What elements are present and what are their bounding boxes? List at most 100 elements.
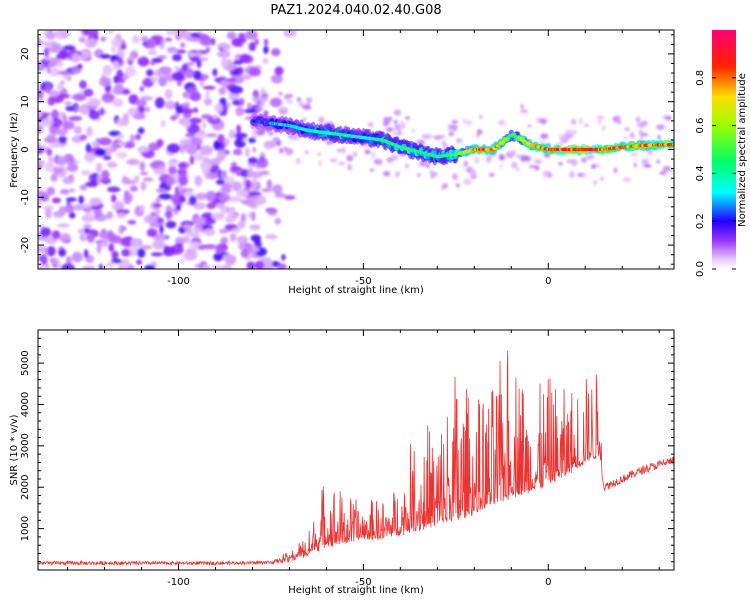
spectrogram-noise-blob: [569, 171, 575, 178]
spectrogram-noise-blob: [215, 179, 226, 186]
spectrogram-noise-blob: [298, 102, 306, 107]
spectrogram-noise-blob: [68, 116, 83, 121]
spectrogram-noise-blob: [462, 118, 467, 123]
spectrogram-noise-blob: [199, 56, 209, 62]
spectrogram-noise-blob: [71, 52, 81, 64]
spectrogram-noise-blob: [188, 117, 202, 124]
spectrogram-noise-blob: [451, 119, 459, 124]
spectrogram-noise-blob: [227, 58, 232, 68]
spectrogram-noise-blob: [184, 101, 190, 108]
spectrogram-noise-blob: [58, 49, 68, 60]
spectrogram-noise-blob: [48, 143, 59, 148]
x-tick-label: -50: [355, 276, 371, 287]
spectrogram-noise-blob: [260, 93, 269, 98]
spectrogram-noise-blob: [43, 247, 48, 256]
spectrogram-noise-blob: [659, 171, 667, 175]
spectrogram-noise-blob: [216, 50, 231, 58]
spectrogram-noise-blob: [125, 65, 137, 77]
spectrogram-noise-blob: [137, 127, 145, 134]
spectrogram-noise-blob: [371, 151, 376, 159]
spectrogram-noise-blob: [452, 173, 458, 181]
spectrogram-noise-blob: [226, 31, 237, 40]
spectrogram-noise-blob: [95, 148, 107, 157]
spectrogram-noise-blob: [178, 117, 190, 125]
spectrogram-ridge-band: [611, 149, 617, 153]
spectrogram-noise-blob: [49, 67, 60, 77]
colorbar-tick-label: 0.2: [695, 213, 706, 229]
spectrogram-noise-blob: [65, 105, 76, 112]
spectrogram-noise-blob: [441, 186, 446, 190]
spectrogram-noise-blob: [86, 105, 98, 110]
spectrogram-noise-blob: [511, 161, 518, 169]
spectrogram-noise-blob: [395, 171, 400, 178]
spectrogram-noise-blob: [656, 159, 661, 164]
spectrogram-noise-blob: [669, 168, 674, 174]
spectrogram-noise-blob: [87, 98, 101, 108]
spectrogram-noise-blob: [249, 224, 261, 231]
spectrogram-noise-blob: [176, 33, 181, 41]
spectrogram-noise-blob: [225, 216, 236, 223]
spectrogram-noise-blob: [612, 117, 618, 122]
spectrogram-noise-blob: [183, 138, 193, 150]
spectrogram-noise-blob: [402, 124, 406, 130]
spectrogram-noise-blob: [285, 148, 294, 156]
spectrogram-noise-blob: [52, 262, 57, 268]
spectrogram-noise-blob: [528, 165, 538, 169]
spectrogram-noise-blob: [640, 135, 644, 142]
spectrogram-noise-blob: [100, 36, 106, 42]
x-tick-label: 0: [545, 577, 551, 588]
spectrogram-noise-blob: [150, 252, 164, 257]
spectrogram-noise-blob: [111, 46, 116, 54]
spectrogram-noise-blob: [237, 235, 249, 244]
spectrogram-noise-blob: [86, 126, 93, 137]
spectrogram-noise-blob: [186, 123, 200, 134]
spectrogram-noise-blob: [283, 30, 297, 38]
spectrogram-noise-blob: [196, 57, 202, 69]
spectrogram-noise-blob: [597, 118, 602, 125]
spectrogram-noise-blob: [306, 97, 312, 104]
spectrogram-noise-blob: [48, 156, 55, 163]
spectrogram-noise-blob: [65, 256, 72, 265]
spectrogram-noise-blob: [51, 197, 61, 204]
spectrogram-noise-blob: [277, 140, 282, 145]
spectrogram-noise-blob: [215, 243, 224, 255]
spectrogram-noise-blob: [239, 78, 245, 83]
spectrogram-noise-blob: [542, 170, 551, 178]
spectrogram-noise-blob: [243, 177, 248, 183]
spectrogram-noise-blob: [219, 228, 229, 234]
spectrogram-noise-blob: [40, 227, 51, 237]
spectrogram-noise-blob: [57, 93, 71, 99]
spectrogram-noise-blob: [177, 79, 182, 87]
spectrogram-noise-blob: [265, 234, 278, 240]
spectrogram-noise-blob: [166, 143, 181, 154]
y-tick-label: -10: [20, 189, 31, 205]
spectrogram-noise-blob: [184, 68, 195, 79]
spectrogram-noise-blob: [179, 258, 184, 264]
spectrogram-noise-blob: [151, 57, 163, 63]
spectrogram-noise-blob: [78, 37, 86, 43]
snr-plot-area: [38, 330, 674, 570]
spectrogram-noise-blob: [251, 134, 257, 139]
spectrogram-noise-blob: [212, 68, 218, 77]
snr-panel: -100 -50 0 1000 2000 3000 4000 5000 Height of s…: [9, 329, 675, 596]
spectrogram-noise-blob: [213, 114, 218, 120]
colorbar-tick-label: 0.8: [695, 70, 706, 86]
spectrogram-noise-blob: [132, 113, 146, 120]
spectrogram-noise-blob: [205, 90, 210, 101]
spectrogram-noise-blob: [317, 152, 322, 156]
spectrogram-noise-blob: [187, 86, 198, 94]
spectrogram-noise-blob: [55, 128, 68, 136]
spectrogram-noise-blob: [571, 119, 577, 125]
spectrogram-noise-blob: [153, 165, 167, 175]
spectrogram-noise-blob: [203, 98, 213, 106]
y-tick-label: -20: [20, 237, 31, 253]
spectrogram-noise-blob: [82, 203, 93, 209]
spectrogram-noise-blob: [96, 174, 102, 186]
spectrogram-noise-blob: [58, 70, 72, 75]
spectrogram-noise-blob: [79, 80, 87, 89]
spectrogram-noise-blob: [50, 173, 58, 182]
spectrogram-noise-blob: [193, 153, 205, 162]
spectrogram-noise-blob: [164, 210, 173, 219]
spectrogram-noise-blob: [599, 176, 605, 182]
spectrogram-noise-blob: [137, 56, 150, 67]
